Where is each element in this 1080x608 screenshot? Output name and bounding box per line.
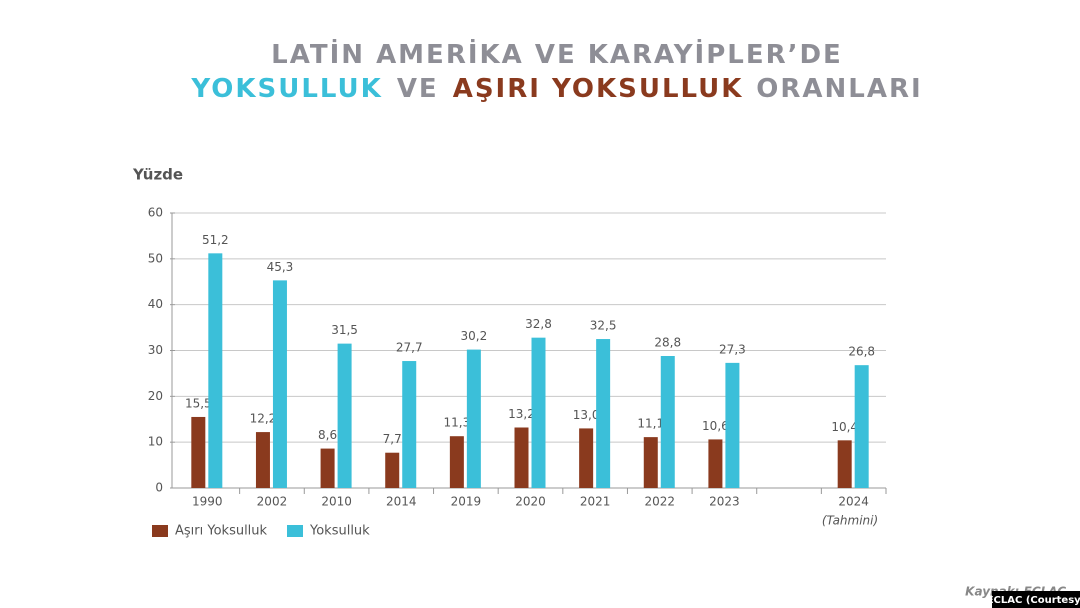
title-part: AŞIRI YOKSULLUK <box>453 74 743 104</box>
chart-title: LATİN AMERİKA VE KARAYİPLER’DE <box>271 38 843 70</box>
bar <box>466 349 481 488</box>
chart-title: YOKSULLUK VE AŞIRI YOKSULLUK ORANLARI <box>190 74 922 104</box>
data-label: 15,5 <box>185 396 212 410</box>
legend-swatch <box>287 525 303 537</box>
y-tick-label: 30 <box>148 343 163 357</box>
data-label: 7,7 <box>383 432 402 446</box>
bar <box>596 339 611 488</box>
data-label: 31,5 <box>331 323 358 337</box>
title-part: ORANLARI <box>756 74 922 104</box>
bar <box>402 361 417 488</box>
bar <box>579 428 594 488</box>
data-label: 32,5 <box>590 319 617 333</box>
y-tick-label: 10 <box>148 435 163 449</box>
bar <box>531 337 546 488</box>
data-label: 10,4 <box>831 420 858 434</box>
title-part: LATİN AMERİKA VE KARAYİPLER’DE <box>271 38 843 70</box>
credit-box <box>992 591 1080 608</box>
bar <box>725 362 740 488</box>
data-label: 30,2 <box>461 329 488 343</box>
data-label: 11,1 <box>637 417 664 431</box>
x-tick-label: 2024 <box>838 495 869 509</box>
bar <box>854 365 869 488</box>
data-label: 8,6 <box>318 428 337 442</box>
credit: ECLAC (Courtesy) <box>987 595 1080 606</box>
bar <box>708 439 723 488</box>
title-part: VE <box>397 74 439 104</box>
bar <box>320 448 335 488</box>
data-label: 28,8 <box>654 336 681 350</box>
x-tick-label: 1990 <box>192 495 223 509</box>
y-tick-label: 40 <box>148 297 163 311</box>
bar <box>208 253 223 488</box>
data-label: 27,3 <box>719 342 746 356</box>
data-label: 10,6 <box>702 419 729 433</box>
y-tick-label: 50 <box>148 251 163 265</box>
title-part: YOKSULLUK <box>190 74 382 104</box>
data-label: 13,0 <box>573 408 600 422</box>
bar <box>660 356 675 488</box>
legend-label: Yoksulluk <box>309 524 370 539</box>
legend-swatch <box>152 525 168 537</box>
bar <box>255 432 270 488</box>
data-label: 27,7 <box>396 341 423 355</box>
y-axis-label: Yüzde <box>132 166 183 184</box>
bar <box>191 416 206 488</box>
x-tick-label: 2014 <box>386 495 417 509</box>
x-tick-label: 2023 <box>709 495 740 509</box>
x-tick-label: 2020 <box>515 495 546 509</box>
data-label: 32,8 <box>525 317 552 331</box>
x-tick-label: 2010 <box>321 495 352 509</box>
x-tick-label: 2021 <box>580 495 611 509</box>
bar <box>272 280 287 488</box>
annotation: (Tahmini) <box>822 514 878 528</box>
data-label: 12,2 <box>250 412 277 426</box>
x-tick-label: 2022 <box>644 495 675 509</box>
data-label: 45,3 <box>267 260 294 274</box>
bar <box>337 343 352 488</box>
x-tick-label: 2002 <box>257 495 288 509</box>
x-tick-label: 2019 <box>451 495 482 509</box>
y-tick-label: 0 <box>155 481 163 495</box>
bar <box>837 440 852 488</box>
legend-label: Aşırı Yoksulluk <box>175 524 268 539</box>
data-label: 51,2 <box>202 233 229 247</box>
data-label: 26,8 <box>848 345 875 359</box>
y-tick-label: 20 <box>148 389 163 403</box>
data-label: 11,3 <box>444 416 471 430</box>
data-label: 13,2 <box>508 407 535 421</box>
y-tick-label: 60 <box>148 206 163 220</box>
bar <box>385 452 400 488</box>
bar <box>449 436 464 488</box>
bar <box>643 437 658 488</box>
bar <box>514 427 529 488</box>
